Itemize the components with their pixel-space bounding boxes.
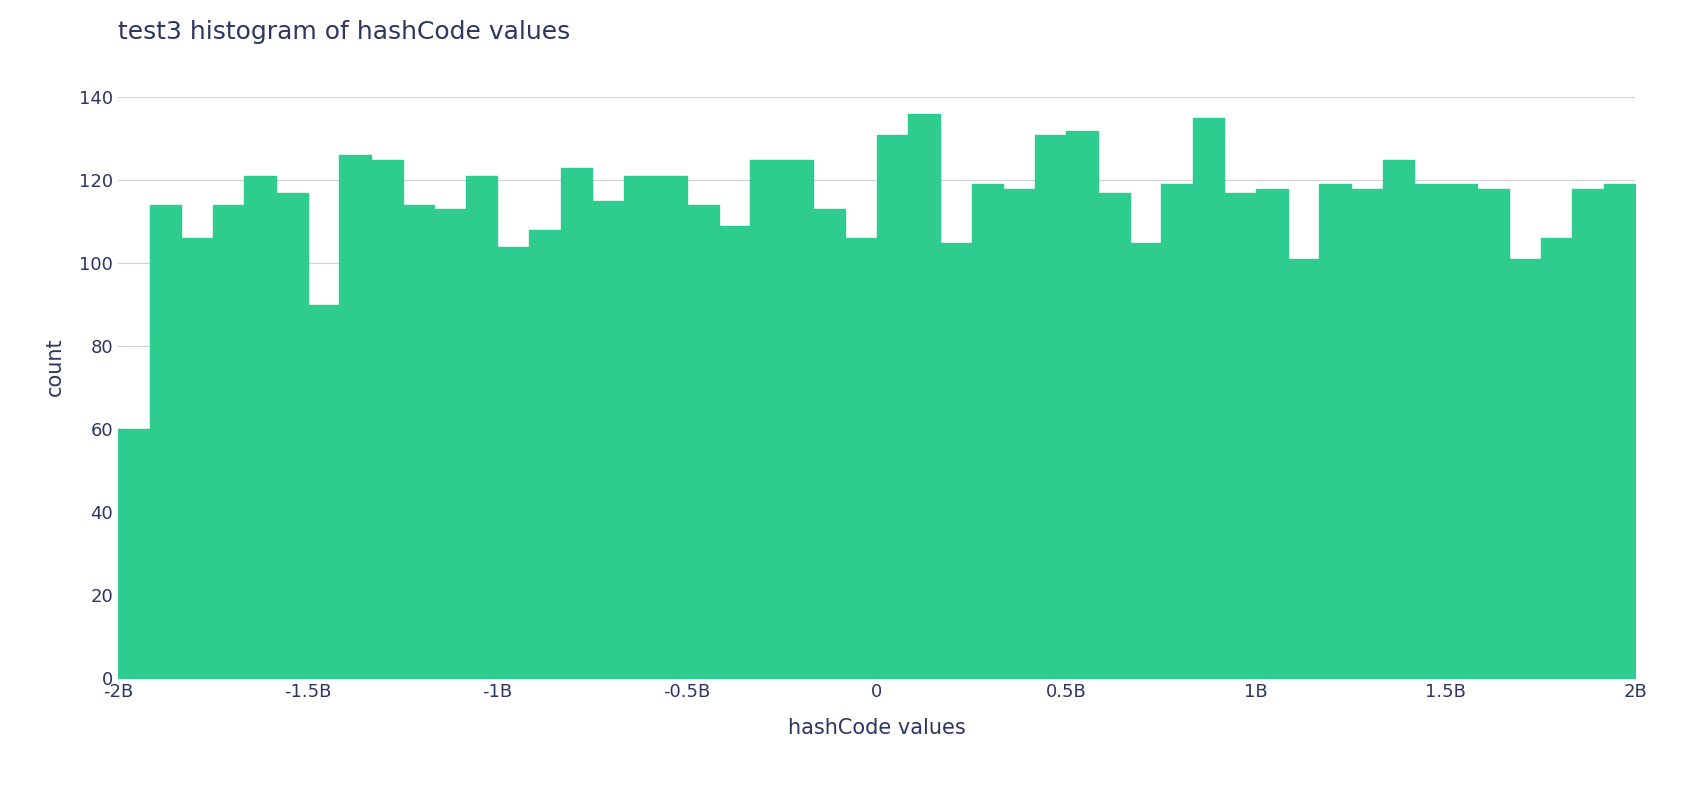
X-axis label: hashCode values: hashCode values bbox=[787, 718, 966, 738]
Y-axis label: count: count bbox=[46, 338, 66, 397]
Text: test3 histogram of hashCode values: test3 histogram of hashCode values bbox=[118, 20, 570, 44]
